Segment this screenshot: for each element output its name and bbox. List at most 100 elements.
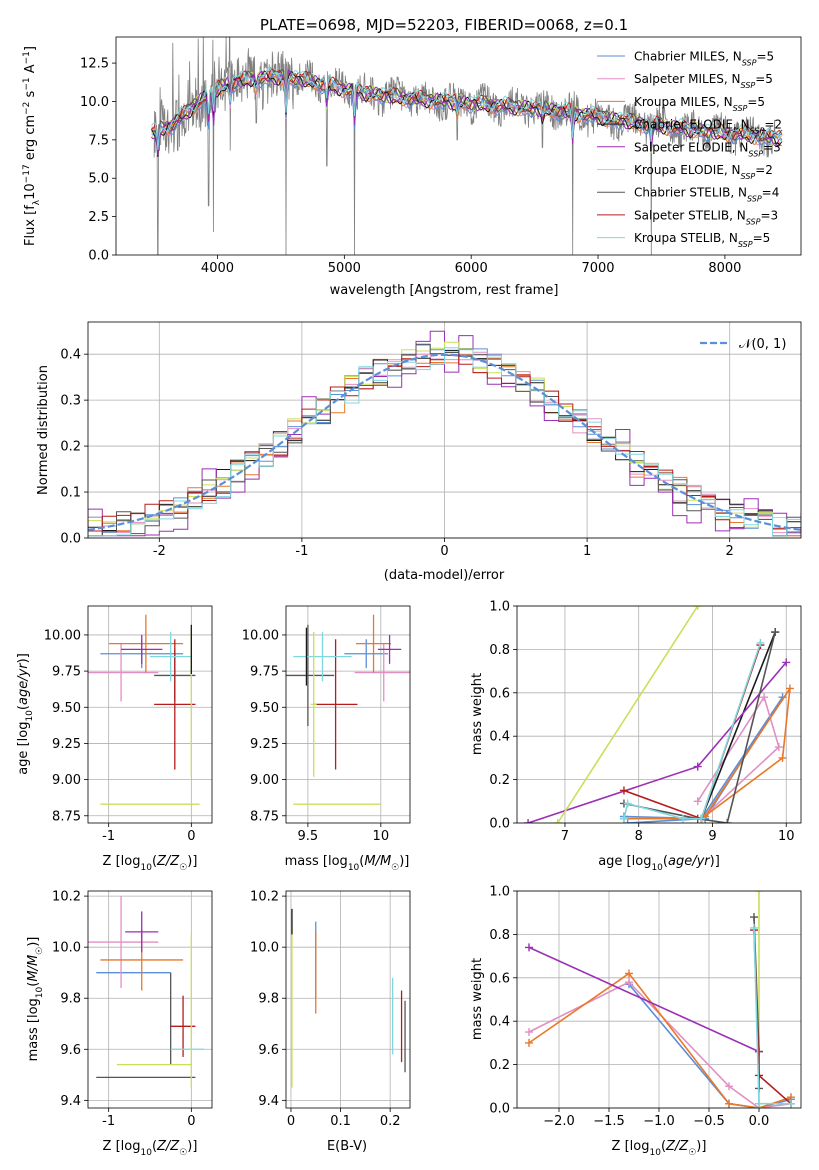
legend-entry-salpeter-elodie: Salpeter ELODIE, NSSP=3 bbox=[634, 140, 781, 158]
weight-marker-kroupa-miles bbox=[725, 1099, 733, 1108]
x-tick-label: −1.0 bbox=[643, 1114, 675, 1129]
spectrum-plot-area bbox=[151, 37, 783, 255]
y-tick-label: 9.8 bbox=[60, 992, 81, 1007]
errorbar-salpeter-miles bbox=[88, 896, 159, 989]
y-tick-label: 8.75 bbox=[52, 809, 81, 824]
weight-marker-salpeter-elodie bbox=[524, 819, 533, 823]
x-tick-label: −2.0 bbox=[543, 1114, 575, 1129]
y-axis-label: Flux [fλ10−17 erg cm−2 s−1 A−1] bbox=[22, 46, 42, 246]
y-tick-label: 9.8 bbox=[258, 992, 279, 1007]
mass_vs_ebv-panel: 0 0.1 0.2 9.4 9.6 9.8 10.0 10.2 bbox=[250, 890, 411, 1129]
weight-marker-salpeter-miles bbox=[525, 1028, 533, 1037]
errorbar-kroupa-stelib bbox=[150, 632, 192, 682]
weight_vs_Z-plot-area bbox=[525, 891, 795, 1108]
y-tick-label: 1.0 bbox=[489, 600, 510, 615]
y-tick-label: 9.00 bbox=[52, 773, 81, 788]
errorbar-salpeter-stelib bbox=[154, 639, 196, 770]
x-axis-label: Z [log10(Z/Z☉)] bbox=[103, 1139, 198, 1158]
weight-marker-chabrier-stelib bbox=[750, 913, 758, 922]
weight-marker-salpeter-elodie bbox=[525, 943, 533, 952]
x-tick-label: 5000 bbox=[328, 261, 361, 276]
x-tick-label: 10 bbox=[373, 829, 390, 844]
y-axis-label: mass weight bbox=[470, 673, 485, 755]
age_vs_mass-panel: 9.5 10 8.75 9.00 9.25 9.50 9.75 10.00 bbox=[242, 605, 411, 844]
y-tick-label: 2.5 bbox=[88, 210, 109, 225]
residual-legend: 𝒩(0, 1) bbox=[700, 337, 786, 352]
x-tick-label: -1 bbox=[102, 1114, 115, 1129]
y-tick-label: 0.4 bbox=[489, 730, 510, 745]
x-tick-label: 8 bbox=[635, 829, 643, 844]
x-tick-label: -1 bbox=[295, 544, 308, 559]
x-tick-label: 2 bbox=[726, 544, 734, 559]
y-tick-label: 10.2 bbox=[52, 890, 81, 905]
y-tick-label: 9.25 bbox=[250, 737, 279, 752]
legend-entry-kroupa-stelib: Kroupa STELIB, NSSP=5 bbox=[634, 231, 770, 249]
age_vs_Z-frame bbox=[87, 605, 213, 824]
weight-marker-kroupa-miles bbox=[625, 969, 633, 978]
residual-histogram-salpeter-elodie bbox=[88, 330, 801, 537]
x-tick-label: 7 bbox=[561, 829, 569, 844]
mass_vs_Z-frame bbox=[87, 890, 213, 1109]
y-tick-label: 0.6 bbox=[489, 686, 510, 701]
weight_vs_Z-frame bbox=[516, 890, 802, 1109]
y-tick-label: 0.8 bbox=[489, 643, 510, 658]
weight-marker-chabrier-stelib bbox=[723, 819, 732, 823]
mass_vs_ebv-frame bbox=[285, 890, 411, 1109]
errorbar-salpeter-stelib bbox=[313, 639, 358, 770]
legend-entry-chabrier-miles: Chabrier MILES, NSSP=5 bbox=[634, 50, 774, 68]
x-tick-label: 0 bbox=[440, 544, 448, 559]
errorbar-chabrier-stelib bbox=[286, 624, 335, 727]
age_vs_mass-frame bbox=[285, 605, 411, 824]
y-tick-label: 0.6 bbox=[489, 971, 510, 986]
weight-marker-salpeter-miles bbox=[625, 978, 633, 987]
weight_vs_age-frame bbox=[516, 605, 802, 824]
x-tick-label: 9 bbox=[708, 829, 716, 844]
y-axis-label: Normed distribution bbox=[36, 365, 51, 495]
x-tick-label: −0.5 bbox=[693, 1114, 725, 1129]
y-tick-label: 0.1 bbox=[60, 486, 81, 501]
weight-marker-salpeter-miles bbox=[725, 1082, 733, 1091]
weight_vs_Z-panel: −2.0 −1.5 −1.0 −0.5 0.0 0.0 0.2 0.4 0.6 0.8 1.0 bbox=[489, 885, 802, 1129]
x-tick-label: 1 bbox=[583, 544, 591, 559]
errorbar-salpeter-elodie bbox=[125, 911, 159, 953]
y-tick-label: 10.2 bbox=[250, 890, 279, 905]
legend-entry-salpeter-stelib: Salpeter STELIB, NSSP=3 bbox=[634, 208, 778, 226]
x-axis-label: mass [log10(M/M☉)] bbox=[285, 854, 410, 873]
weight-marker-kroupa-stelib bbox=[787, 1099, 795, 1108]
x-tick-label: −1.5 bbox=[593, 1114, 625, 1129]
residual-histogram-kroupa-stelib bbox=[88, 347, 801, 537]
x-tick-label: 0 bbox=[287, 1114, 295, 1129]
y-tick-label: 0.0 bbox=[489, 1102, 510, 1117]
y-tick-label: 10.00 bbox=[44, 628, 81, 643]
x-tick-label: -1 bbox=[102, 829, 115, 844]
x-axis-label: age [log10(age/yr)] bbox=[598, 854, 720, 873]
y-tick-label: 9.6 bbox=[60, 1043, 81, 1058]
y-axis-label: mass [log10(M/M☉)] bbox=[26, 937, 45, 1062]
weight-marker-salpeter-stelib bbox=[619, 786, 628, 795]
model-spectrum-kroupa-stelib bbox=[151, 67, 783, 150]
weight-marker-kroupa-stelib bbox=[750, 923, 758, 932]
y-tick-label: 0.0 bbox=[60, 532, 81, 547]
weight-line-salpeter-elodie bbox=[528, 946, 760, 1053]
x-tick-label: 0 bbox=[187, 829, 195, 844]
spectrum-panel: 4000 5000 6000 7000 8000 0.0 2.5 5.0 7.5 10.0 12.5 bbox=[80, 36, 802, 276]
weight-marker-kroupa-stelib bbox=[697, 814, 706, 823]
residuals-plot-area bbox=[88, 330, 801, 537]
y-tick-label: 0.4 bbox=[489, 1015, 510, 1030]
chart-title: PLATE=0698, MJD=52203, FIBERID=0068, z=0… bbox=[260, 16, 628, 34]
y-tick-label: 1.0 bbox=[489, 885, 510, 900]
y-tick-label: 9.25 bbox=[52, 737, 81, 752]
x-tick-label: 7000 bbox=[581, 261, 614, 276]
mass_vs_Z-panel: -1 0 9.4 9.6 9.8 10.0 10.2 bbox=[52, 890, 213, 1129]
weight-marker-kroupa-stelib bbox=[756, 638, 765, 647]
mass_vs_ebv-plot-area bbox=[291, 908, 406, 1088]
errorbar-salpeter-miles bbox=[354, 643, 410, 702]
weight-marker-chabrier-miles bbox=[623, 819, 632, 823]
x-axis-label: Z [log10(Z/Z☉)] bbox=[103, 854, 198, 873]
model-spectrum-salpeter-miles bbox=[151, 71, 783, 150]
y-tick-label: 9.75 bbox=[52, 665, 81, 680]
legend-entry-chabrier-stelib: Chabrier STELIB, NSSP=4 bbox=[634, 186, 779, 204]
errorbar-kroupa-stelib bbox=[293, 632, 352, 682]
y-tick-label: 10.00 bbox=[242, 628, 279, 643]
y-tick-label: 0.2 bbox=[60, 440, 81, 455]
